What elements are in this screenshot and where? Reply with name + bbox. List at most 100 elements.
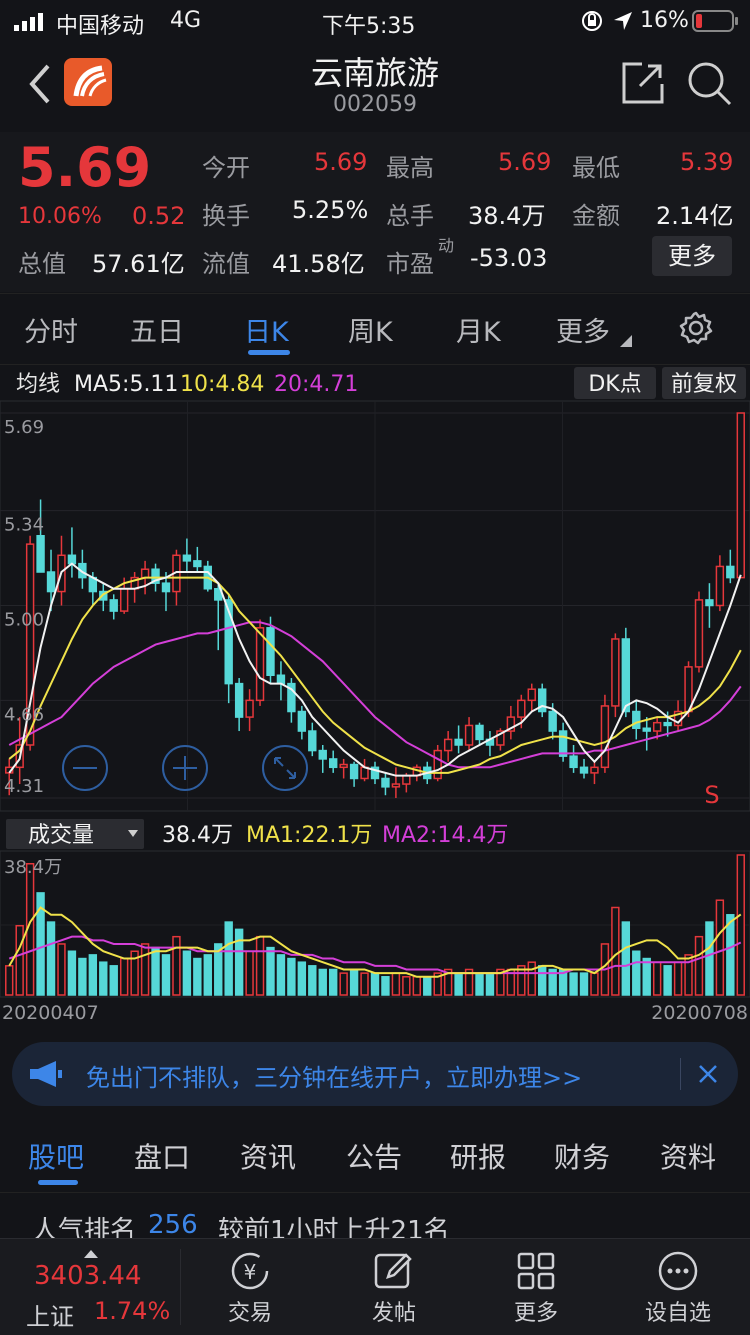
index-value[interactable]: 3403.44 [34, 1261, 142, 1291]
index-name[interactable]: 上证 [26, 1303, 74, 1331]
float-value: 41.58亿 [272, 250, 365, 278]
nav-trade[interactable]: ¥ 交易 [180, 1239, 320, 1335]
kline-chart-svg[interactable]: 均线 MA5:5.11 10:4.84 20:4.71 DK点 前复权 5.69… [0, 363, 750, 1025]
pe-label: 市盈 [386, 250, 434, 278]
volume-pane-frame [0, 850, 750, 998]
vol-max-label: 38.4万 [4, 857, 62, 878]
volume-bar [255, 935, 265, 996]
volume-bar [245, 950, 254, 996]
adjust-button[interactable]: 前复权 [671, 372, 737, 397]
candle-body [548, 710, 557, 732]
candle-body [621, 638, 631, 713]
vol-selector-bg[interactable] [6, 819, 144, 849]
dk-button[interactable]: DK点 [588, 372, 641, 397]
tab-more-periods[interactable]: 更多 [556, 317, 610, 348]
volume-bar [203, 954, 212, 996]
ma-title: 均线 [16, 372, 60, 397]
tab-five-day[interactable]: 五日 [130, 317, 184, 348]
volume-bar [119, 957, 129, 996]
adjust-button-bg[interactable] [662, 367, 746, 399]
volume-bar [517, 965, 526, 996]
candle-body [119, 588, 129, 612]
volume-bar [266, 946, 275, 996]
tab-announcements[interactable]: 公告 [346, 1141, 403, 1174]
volume-bar [130, 950, 139, 996]
nav-post[interactable]: 发帖 [324, 1239, 464, 1335]
zoom-out-button[interactable] [62, 745, 108, 791]
zoom-out-icon[interactable] [62, 745, 108, 791]
volume-bar [391, 972, 401, 996]
amount-value: 2.14亿 [656, 202, 734, 230]
back-icon[interactable] [24, 62, 54, 110]
tab-research[interactable]: 研报 [450, 1141, 507, 1174]
volume-bar [360, 972, 369, 996]
nav-add-watchlist-label: 设自选 [644, 1301, 711, 1326]
candle-body [506, 716, 516, 732]
battery-percent: 16% [640, 8, 689, 33]
candle-body [558, 730, 568, 757]
tab-finance[interactable]: 财务 [554, 1141, 611, 1174]
trade-icon: ¥ [231, 1252, 269, 1290]
vol-selector[interactable]: 成交量 [28, 823, 94, 848]
dropdown-icon[interactable] [128, 830, 138, 837]
candle-body [46, 571, 56, 593]
volume-bar [140, 943, 150, 996]
candle-body [318, 749, 327, 760]
promo-banner[interactable]: 免出门不排队，三分钟在线开户，立即办理>> [12, 1042, 738, 1106]
candle-body [652, 721, 662, 732]
share-icon[interactable] [620, 60, 666, 110]
candle-body [736, 412, 745, 579]
volume-label: 总手 [386, 202, 434, 230]
ma20-line [8, 621, 742, 769]
vol-ma2: MA2:14.4万 [382, 823, 508, 848]
dk-button-bg[interactable] [574, 367, 656, 399]
search-icon[interactable] [686, 60, 732, 110]
quote-panel: 5.69 10.06% 0.52 今开 5.69 最高 5.69 最低 5.39… [0, 132, 750, 292]
battery-icon [692, 9, 740, 39]
fullscreen-button[interactable] [262, 745, 308, 791]
nav-add-watchlist[interactable]: 设自选 [608, 1239, 748, 1335]
vol-ma2-line [8, 935, 742, 975]
tab-intraday[interactable]: 分时 [24, 317, 78, 348]
pe-value: -53.03 [470, 244, 548, 272]
stock-name: 云南旅游 [310, 54, 439, 92]
location-icon [612, 10, 634, 38]
candle-body [36, 535, 45, 573]
tab-profile[interactable]: 资料 [660, 1141, 717, 1174]
popularity-rank[interactable]: 人气排名 256 较前1小时上升21名 [0, 1196, 750, 1246]
tab-monthly-k[interactable]: 月K [456, 317, 501, 348]
tab-daily-k[interactable]: 日K [244, 317, 289, 348]
expand-up-icon[interactable] [84, 1243, 98, 1262]
tab-news[interactable]: 资讯 [240, 1141, 297, 1174]
candle-body [328, 758, 338, 769]
candle-body [234, 682, 244, 718]
gear-icon[interactable] [678, 310, 714, 350]
zoom-in-button[interactable] [162, 745, 208, 791]
volume-bar [726, 914, 735, 996]
volume-bar [234, 928, 244, 996]
kline-chart[interactable]: 均线 MA5:5.11 10:4.84 20:4.71 DK点 前复权 5.69… [0, 363, 750, 1025]
volume-bar [443, 968, 453, 996]
nav-more[interactable]: 更多 [466, 1239, 606, 1335]
tab-forum[interactable]: 股吧 [28, 1141, 85, 1174]
zoom-in-icon[interactable] [162, 745, 208, 791]
app-logo[interactable] [64, 58, 112, 110]
volume-bar [412, 976, 422, 996]
rank-value: 256 [148, 1210, 198, 1240]
volume-ma-lines [8, 906, 742, 978]
turnover-label: 换手 [202, 202, 250, 230]
ma10-line [8, 576, 742, 774]
tab-weekly-k[interactable]: 周K [348, 317, 393, 348]
index-percent[interactable]: 1.74% [94, 1297, 171, 1325]
fullscreen-icon[interactable] [262, 745, 308, 791]
ma5-label: MA5:5.11 [74, 372, 178, 397]
candle-body [255, 627, 265, 702]
y-tick-label: 5.00 [4, 610, 44, 631]
close-icon[interactable] [696, 1062, 720, 1090]
volume-bar [78, 957, 87, 996]
candle-body [182, 554, 192, 562]
banner-text[interactable]: 免出门不排队，三分钟在线开户，立即办理>> [86, 1064, 583, 1092]
edit-icon [374, 1253, 412, 1289]
more-quote-button[interactable]: 更多 [652, 236, 732, 276]
tab-orderbook[interactable]: 盘口 [134, 1141, 191, 1174]
